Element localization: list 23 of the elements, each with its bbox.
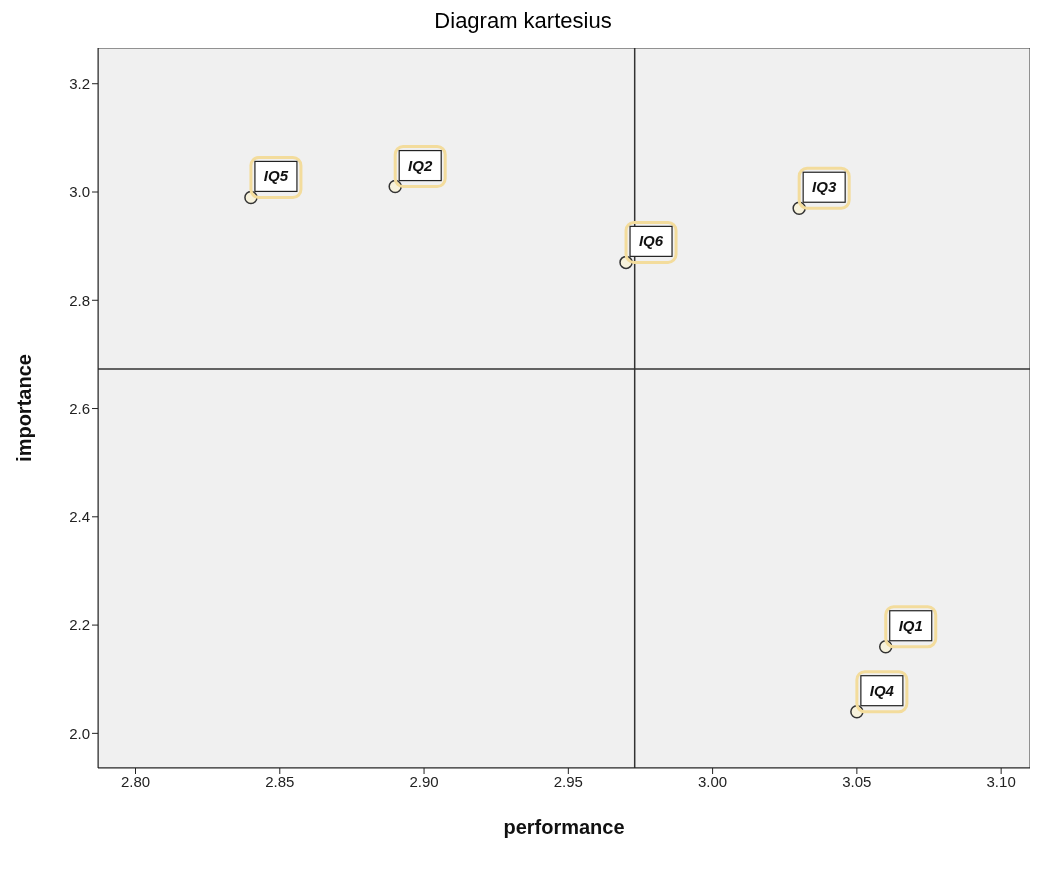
x-tick-label: 2.90 (409, 772, 439, 790)
annotation: IQ2 (408, 156, 433, 174)
x-axis-title: performance (503, 816, 625, 838)
y-tick-label: 2.4 (69, 508, 90, 526)
y-tick-label: 2.2 (69, 616, 90, 634)
y-tick-label: 2.6 (69, 399, 90, 417)
y-axis-title: importance (13, 354, 36, 462)
annotation: IQ3 (812, 178, 837, 196)
x-tick-label: 2.95 (553, 772, 583, 790)
y-tick-label: 3.2 (69, 75, 90, 93)
y-tick-label: 2.8 (69, 291, 90, 309)
annotation: IQ6 (638, 232, 664, 250)
y-tick-label: 3.0 (69, 183, 90, 201)
x-tick-label: 3.05 (842, 772, 872, 790)
x-tick-label: 2.85 (265, 772, 295, 790)
x-tick-label: 3.00 (698, 772, 728, 790)
annotation: IQ5 (263, 167, 289, 185)
annotation: IQ4 (869, 681, 895, 699)
chart-title: Diagram kartesius (433, 8, 613, 34)
x-tick-label: 3.10 (986, 772, 1016, 790)
annotation: IQ1 (898, 616, 923, 634)
y-tick-label: 2.0 (69, 724, 90, 742)
x-tick-label: 2.80 (120, 772, 151, 790)
